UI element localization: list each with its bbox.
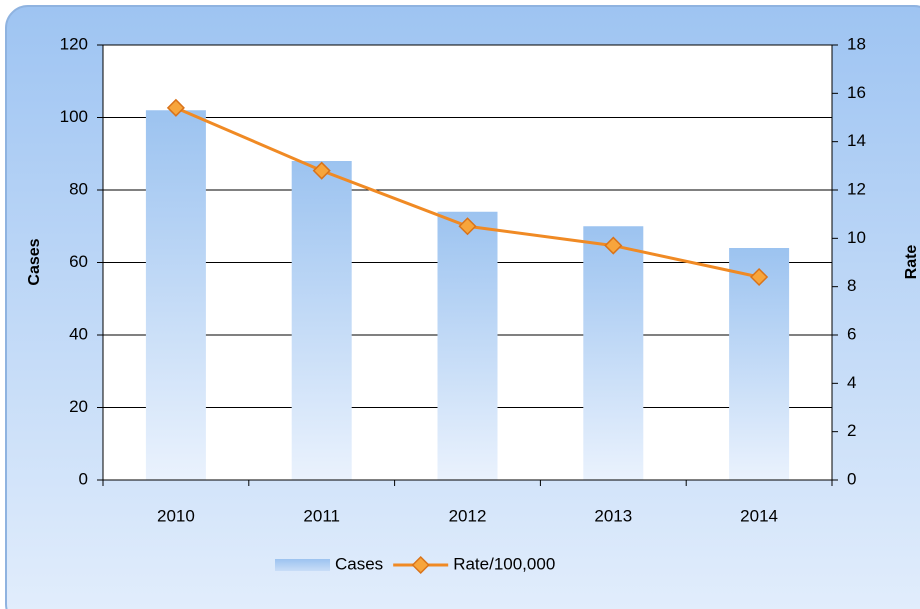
y2-tick-label: 8 (847, 276, 856, 295)
x-tick-label: 2010 (157, 506, 195, 525)
bar (437, 211, 498, 480)
marker (604, 236, 623, 255)
y-axis-title: Cases (26, 238, 43, 285)
y-tick-label: 120 (60, 34, 88, 53)
y2-tick-label: 14 (847, 131, 866, 150)
legend-label: Cases (335, 554, 383, 573)
legend-swatch (275, 559, 330, 571)
y2-tick-label: 4 (847, 373, 856, 392)
marker (312, 161, 331, 180)
y2-tick-label: 18 (847, 34, 866, 53)
x-tick-label: 2014 (740, 506, 778, 525)
y-tick-label: 100 (60, 107, 88, 126)
y-tick-label: 40 (69, 324, 88, 343)
y2-axis-title: Rate (903, 245, 920, 280)
bar (583, 226, 644, 480)
bar (729, 248, 790, 480)
y2-tick-label: 12 (847, 179, 866, 198)
y-tick-label: 60 (69, 252, 88, 271)
marker (750, 267, 769, 287)
x-tick-label: 2011 (303, 506, 340, 525)
marker (458, 217, 477, 236)
legend-marker (411, 555, 430, 575)
y2-tick-label: 0 (847, 469, 856, 488)
y-tick-label: 80 (69, 179, 88, 198)
y2-tick-label: 6 (847, 324, 856, 343)
y2-tick-label: 10 (847, 228, 866, 247)
x-tick-label: 2012 (449, 506, 487, 525)
bar (291, 161, 352, 480)
legend-label: Rate/100,000 (453, 554, 555, 573)
x-tick-label: 2013 (594, 506, 632, 525)
y2-tick-label: 16 (847, 83, 866, 102)
y-tick-label: 20 (69, 397, 88, 416)
y-tick-label: 0 (79, 469, 88, 488)
y2-tick-label: 2 (847, 421, 856, 440)
bar (145, 110, 206, 480)
marker (166, 98, 185, 117)
